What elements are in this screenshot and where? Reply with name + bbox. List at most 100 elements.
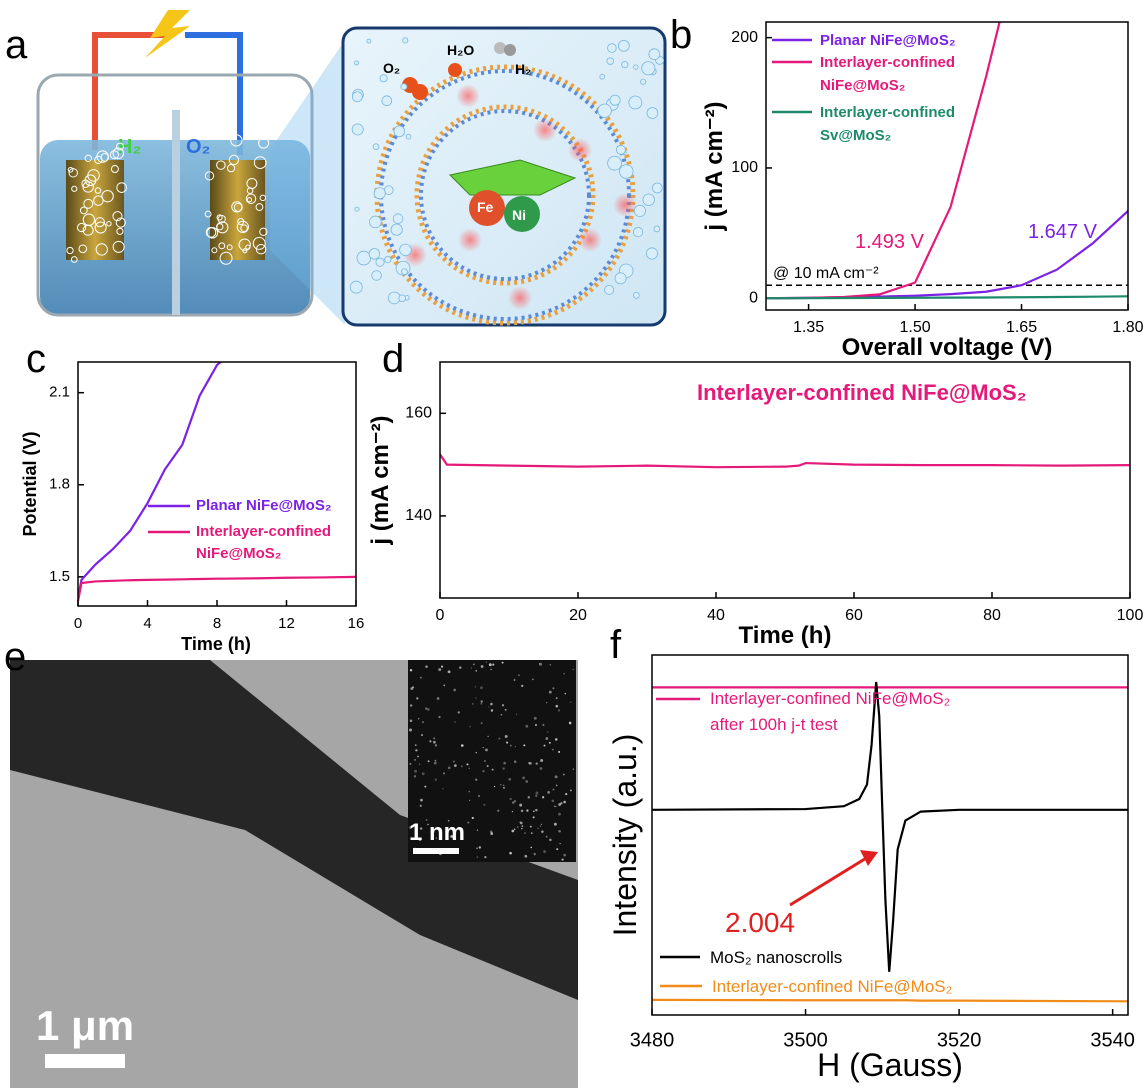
y-tick-label: 1.5 xyxy=(49,568,70,585)
noise-dot xyxy=(480,703,482,705)
bubble xyxy=(642,193,655,206)
legend-label: Planar NiFe@MoS₂ xyxy=(820,32,956,49)
noise-dot xyxy=(433,740,436,744)
arrow-head xyxy=(860,850,878,866)
plot-frame xyxy=(77,361,357,607)
noise-dot xyxy=(543,850,546,854)
bubble xyxy=(204,210,212,218)
noise-dot xyxy=(475,670,478,672)
noise-dot xyxy=(483,803,486,806)
noise-dot xyxy=(513,760,517,763)
panel-label: b xyxy=(670,13,692,57)
bubble xyxy=(253,156,267,169)
bubble xyxy=(112,240,125,253)
gas-label: H₂ xyxy=(118,136,141,158)
noise-dot xyxy=(519,803,523,807)
noise-dot xyxy=(535,762,538,765)
bubbles xyxy=(66,37,665,305)
noise-dot xyxy=(409,728,412,732)
bubble xyxy=(112,147,125,160)
noise-dot xyxy=(433,737,436,740)
noise-dot xyxy=(555,805,557,808)
noise-dot xyxy=(443,684,446,687)
noise-dot xyxy=(419,804,422,808)
bubble xyxy=(81,179,90,188)
noise-dot xyxy=(569,789,572,792)
electrode xyxy=(66,160,124,260)
bubble xyxy=(372,143,380,151)
bubble xyxy=(219,251,233,265)
noise-dot xyxy=(509,797,512,801)
noise-dot xyxy=(430,830,434,834)
scale-bar xyxy=(413,848,459,854)
bubble xyxy=(349,280,363,294)
bubble xyxy=(70,256,78,263)
noise-dot xyxy=(547,791,550,794)
noise-dot xyxy=(501,661,504,664)
noise-dot xyxy=(480,700,483,703)
noise-dot xyxy=(452,760,456,763)
noise-dot xyxy=(480,722,483,725)
bubble xyxy=(641,61,656,76)
wire xyxy=(185,32,243,155)
bubble xyxy=(230,134,243,147)
noise-dot xyxy=(476,847,478,850)
atom-label: Ni xyxy=(512,207,526,223)
bubble xyxy=(379,74,388,83)
noise-dot xyxy=(514,746,517,748)
noise-dot xyxy=(528,761,531,765)
x-tick-label: 0 xyxy=(74,615,82,632)
noise-dot xyxy=(521,684,524,688)
noise-dot xyxy=(572,668,574,671)
noise-dot xyxy=(535,791,539,795)
noise-dot xyxy=(557,812,561,816)
bubble xyxy=(71,185,78,192)
noise-dot xyxy=(438,668,442,672)
bubble xyxy=(84,154,92,162)
bubble xyxy=(398,294,406,303)
bubble xyxy=(233,202,243,212)
x-tick-label: 3520 xyxy=(937,1029,982,1051)
panel-label: c xyxy=(26,337,46,381)
bubble xyxy=(238,238,251,251)
bubble xyxy=(259,227,268,236)
noise-dot xyxy=(490,702,493,706)
lightning xyxy=(145,10,190,58)
bubble xyxy=(82,213,96,226)
noise-dot xyxy=(414,769,417,773)
bubble xyxy=(116,227,124,235)
bubble xyxy=(392,213,404,224)
bubble xyxy=(354,60,359,66)
bubble xyxy=(211,247,218,254)
noise-dot xyxy=(511,829,515,833)
scale-bar-label: 1 μm xyxy=(36,1002,134,1049)
noise-dot xyxy=(502,786,506,790)
noise-dot xyxy=(421,734,423,737)
noise-dot xyxy=(511,811,514,813)
bubble xyxy=(226,164,236,173)
x-tick-label: 80 xyxy=(983,607,1001,624)
y-tick-label: 200 xyxy=(731,29,758,46)
noise-dot xyxy=(500,784,502,786)
noise-dot xyxy=(427,823,429,826)
scale-bar-label: 1 nm xyxy=(409,819,465,846)
noise-dot xyxy=(414,744,417,746)
noise-dot xyxy=(505,741,509,744)
scale-bar xyxy=(45,1054,125,1068)
series-line xyxy=(652,681,1128,972)
bubble xyxy=(371,270,382,281)
x-axis-label: Overall voltage (V) xyxy=(842,334,1053,361)
annotation: 1.647 V xyxy=(1028,221,1098,243)
y-axis-label: j (mA cm⁻²) xyxy=(367,415,394,545)
bubble xyxy=(351,91,363,103)
noise-dot xyxy=(415,749,418,752)
noise-dot xyxy=(555,704,559,708)
noise-dot xyxy=(484,856,487,859)
noise-dot xyxy=(530,832,533,835)
inset-noise xyxy=(408,661,575,861)
glows xyxy=(403,84,637,310)
y-tick-label: 160 xyxy=(405,405,432,422)
noise-dot xyxy=(519,821,521,823)
bubble xyxy=(648,48,661,61)
